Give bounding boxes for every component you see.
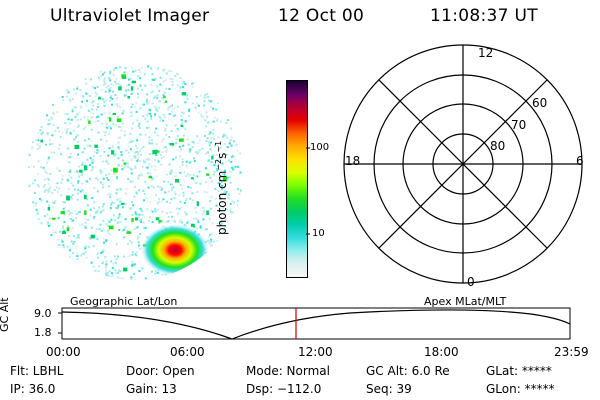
colorbar-tick-10: 10 (312, 228, 325, 239)
x-tick-0600: 06:00 (170, 345, 205, 359)
mlat-label-60: 60 (532, 96, 548, 110)
mlat-label-80: 80 (490, 139, 506, 153)
y-tick-1-8: 1.8 (34, 326, 52, 339)
info-gain: Gain: 13 (126, 382, 177, 396)
colorbar-tick-100: 100 (310, 142, 330, 153)
info-glat: GLat: ***** (486, 364, 552, 378)
info-gc-alt: GC Alt: 6.0 Re (366, 364, 450, 378)
geographic-label: Geographic Lat/Lon (70, 295, 178, 308)
info-door: Door: Open (126, 364, 195, 378)
app-title: Ultraviolet Imager (50, 6, 210, 26)
colorbar (286, 80, 308, 278)
info-ip: IP: 36.0 (10, 382, 56, 396)
x-tick-1800: 18:00 (424, 345, 459, 359)
x-tick-2359: 23:59 (554, 345, 589, 359)
mlat-label-70: 70 (511, 118, 527, 132)
y-tick-9: 9.0 (34, 307, 52, 320)
colorbar-tick-marks (306, 147, 310, 235)
mlt-label-6: 6 (576, 154, 584, 168)
x-tick-0000: 00:00 (46, 345, 81, 359)
observation-date: 12 Oct 00 (278, 6, 365, 26)
x-tick-1200: 12:00 (298, 345, 333, 359)
info-filter: Flt: LBHL (10, 364, 64, 378)
aurora-hotspot (141, 224, 209, 276)
info-glon: GLon: ***** (486, 382, 555, 396)
info-dsp: Dsp: −112.0 (246, 382, 322, 396)
mlt-label-0: 0 (467, 275, 475, 289)
observation-time: 11:08:37 UT (430, 6, 538, 26)
altitude-curve (61, 309, 571, 340)
apex-label: Apex MLat/MLT (424, 295, 507, 308)
info-seq: Seq: 39 (366, 382, 412, 396)
info-mode: Mode: Normal (246, 364, 330, 378)
mlt-label-12: 12 (478, 46, 494, 60)
mlt-label-18: 18 (345, 154, 361, 168)
